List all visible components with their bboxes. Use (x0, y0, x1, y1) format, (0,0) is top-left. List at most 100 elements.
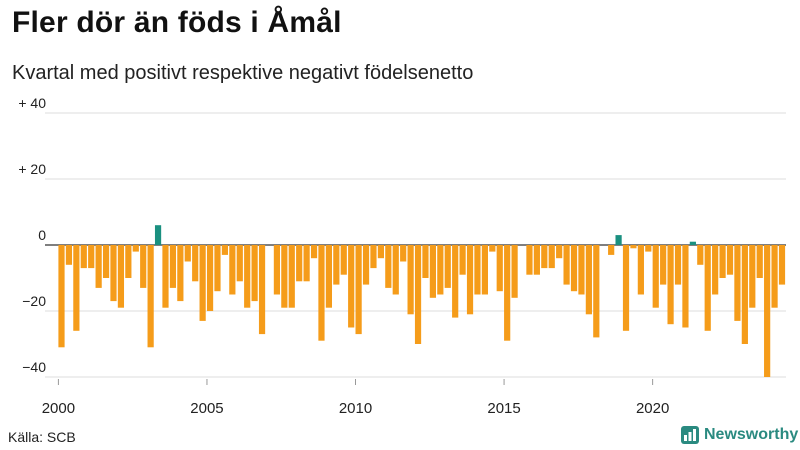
bar (466, 245, 474, 315)
bar (474, 245, 481, 295)
y-tick-label: 0 (38, 227, 46, 243)
bar (236, 245, 243, 282)
bar (697, 245, 704, 265)
bar (771, 245, 778, 308)
bar (578, 245, 585, 295)
grid-lines (45, 112, 786, 378)
bar (593, 245, 600, 338)
bar (206, 245, 214, 311)
source-label: Källa: SCB (8, 429, 76, 445)
y-tick-label: −20 (22, 293, 46, 309)
bar (229, 245, 236, 295)
bar (667, 245, 674, 325)
bar (325, 245, 332, 308)
bar (630, 245, 637, 249)
bar (749, 245, 756, 308)
x-axis-labels: 2000 2005 2010 2015 2020 (42, 379, 669, 417)
bar (541, 245, 548, 269)
bar (704, 245, 711, 331)
bar (110, 245, 117, 302)
bar (177, 245, 184, 302)
bar (444, 245, 451, 288)
bar (199, 245, 206, 321)
bar (214, 245, 221, 292)
bar (392, 245, 399, 295)
x-tick-label: 2010 (339, 400, 372, 417)
bar (400, 245, 407, 262)
bar (764, 245, 771, 377)
bar (726, 245, 734, 275)
bar (147, 245, 154, 348)
bar (637, 245, 644, 295)
bar (251, 245, 258, 302)
y-axis-labels: + 40 + 20 0 −20 −40 (18, 95, 46, 375)
bar (184, 245, 191, 262)
bar (88, 245, 95, 269)
bar (102, 245, 110, 278)
bar (140, 245, 147, 288)
bar (712, 245, 719, 295)
bar (533, 245, 540, 275)
bar (58, 245, 65, 348)
bar (674, 245, 682, 285)
bar (385, 245, 392, 288)
bar (258, 245, 266, 335)
bar (556, 245, 563, 259)
bar (296, 245, 303, 282)
bar (741, 245, 748, 344)
bar (154, 225, 162, 245)
bar (511, 245, 518, 298)
x-tick-label: 2020 (636, 400, 669, 417)
bar (407, 245, 414, 315)
bar (719, 245, 726, 278)
bar (682, 245, 689, 328)
bar (526, 245, 533, 275)
bar (414, 245, 422, 344)
chart-subtitle: Kvartal med positivt respektive negativt… (12, 62, 474, 84)
bar (459, 245, 466, 275)
bar (429, 245, 436, 298)
bar (303, 245, 310, 282)
bar (370, 245, 377, 269)
y-tick-label: + 20 (18, 161, 46, 177)
bar (437, 245, 444, 295)
bar (125, 245, 132, 278)
bar (355, 245, 362, 335)
bar (377, 245, 384, 259)
bar (645, 245, 652, 252)
bar (615, 235, 622, 245)
bars (58, 225, 786, 377)
bar (73, 245, 80, 331)
chart-title: Fler dör än föds i Åmål (12, 6, 342, 39)
bar (117, 245, 125, 308)
bar (362, 245, 370, 285)
y-tick-label: + 40 (18, 95, 46, 111)
bar (273, 245, 281, 295)
newsworthy-logo-icon (681, 426, 699, 444)
bar (169, 245, 177, 288)
x-tick-label: 2005 (190, 400, 223, 417)
brand[interactable]: Newsworthy (681, 426, 798, 444)
bar (318, 245, 325, 341)
bar (310, 245, 318, 259)
bar (132, 245, 139, 252)
bar (689, 241, 696, 245)
bar (348, 245, 355, 328)
bar (422, 245, 429, 278)
x-tick-label: 2000 (42, 400, 75, 417)
bar (95, 245, 102, 288)
x-tick-label: 2015 (487, 400, 520, 417)
bar (244, 245, 251, 308)
bar (192, 245, 199, 282)
y-tick-label: −40 (22, 359, 46, 375)
bar (570, 245, 578, 292)
bar (756, 245, 763, 278)
bar (333, 245, 340, 285)
bar (481, 245, 488, 295)
bar (778, 245, 786, 285)
bar (496, 245, 503, 292)
bar (80, 245, 87, 269)
bar (452, 245, 459, 318)
bar (660, 245, 667, 285)
